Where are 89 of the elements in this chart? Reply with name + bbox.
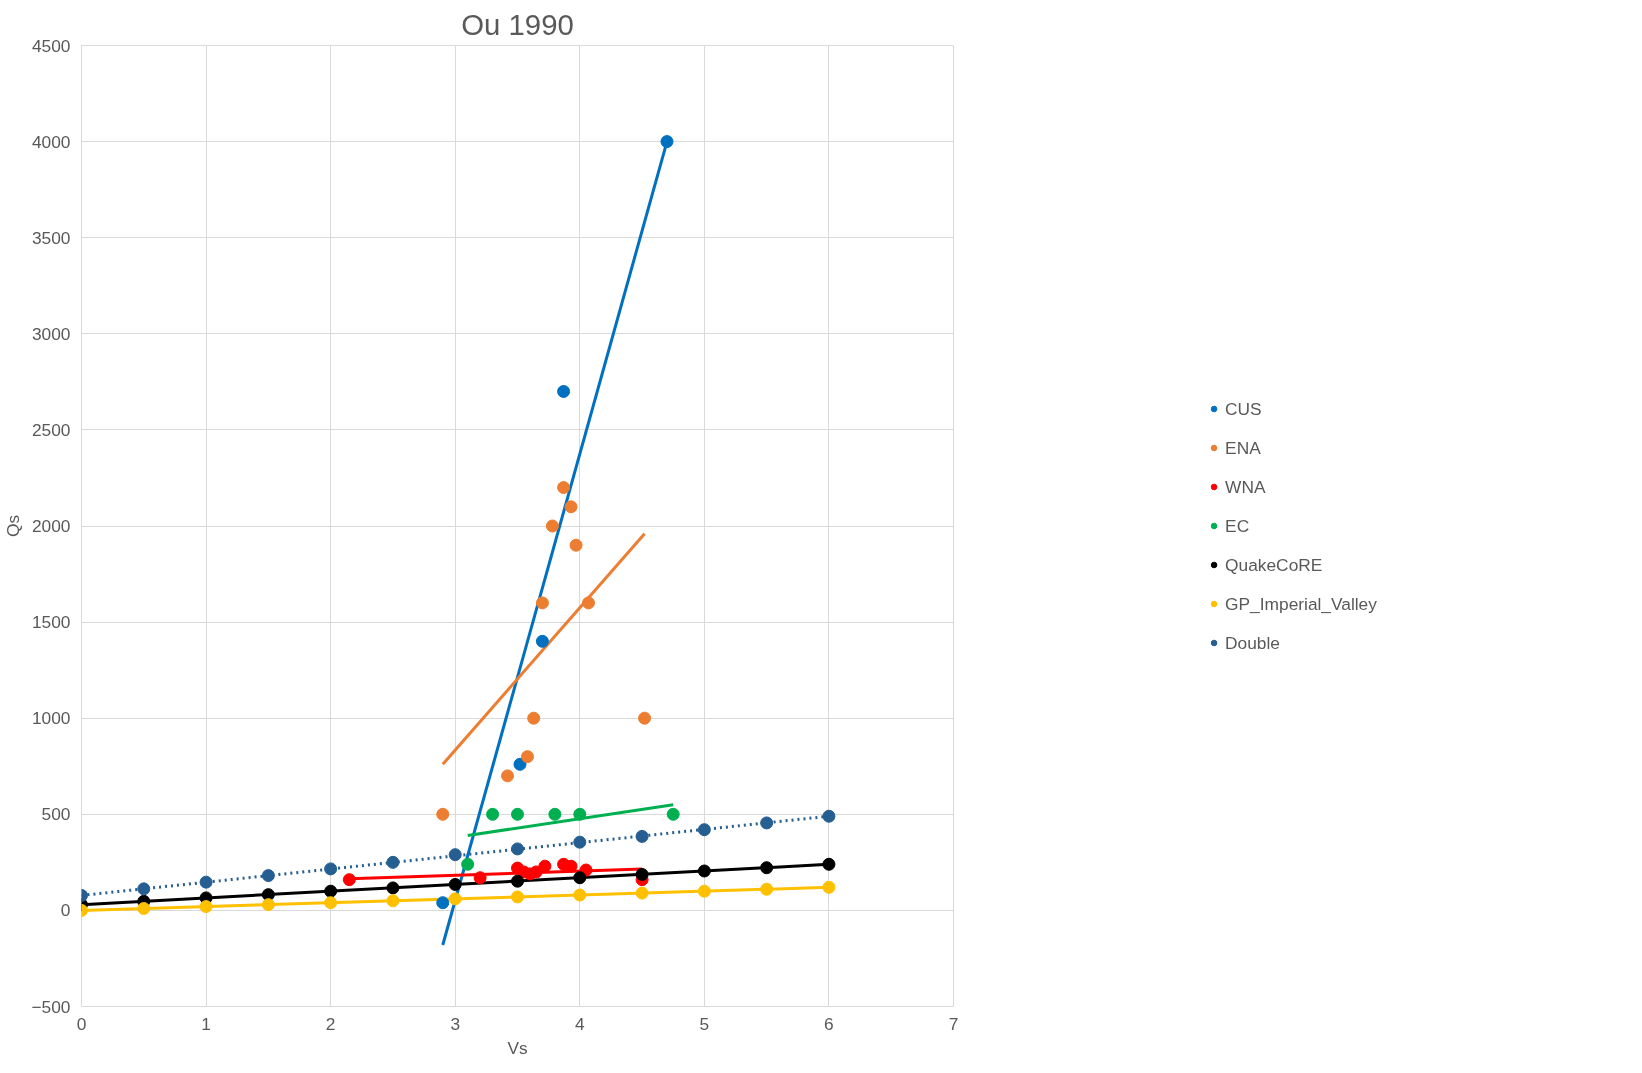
legend-label: QuakeCoRE [1225,554,1323,575]
point [573,871,587,885]
point [697,823,711,837]
point [520,750,534,764]
y-tick-label: 1500 [31,612,71,633]
y-axis-title: Qs [3,514,24,538]
point [535,596,549,610]
point [513,757,527,771]
point [564,859,578,873]
point [573,807,587,821]
point [545,519,559,533]
point [564,500,578,514]
x-tick-label: 6 [824,1013,834,1034]
point [436,807,450,821]
point [760,816,774,830]
point [511,890,524,904]
y-tick-label: 1000 [31,708,71,729]
y-tick-label: 4000 [31,131,71,152]
y-tick-label: 3500 [31,227,71,248]
y-tick-label: −500 [31,996,71,1017]
point [486,807,500,821]
point [697,884,711,898]
point [573,888,587,902]
point [538,859,552,873]
point [573,835,587,849]
point [261,869,275,883]
point [535,634,549,648]
point [697,864,711,878]
point [511,874,524,888]
chart-title: Ou 1990 [461,7,574,41]
legend-label: CUS [1225,398,1262,419]
y-tick-label: 2500 [31,419,71,440]
point [760,861,774,875]
point [822,880,836,894]
point [261,898,275,912]
point [448,892,462,906]
point [461,857,475,871]
point [386,881,400,895]
legend-label: EC [1225,515,1250,536]
point [635,867,649,881]
x-axis-title: Vs [507,1037,528,1058]
y-tick-label: 3000 [31,323,71,344]
point [660,135,674,149]
point [199,875,213,889]
point [557,481,571,495]
point [638,711,652,725]
y-tick-label: 4500 [31,35,71,56]
point [582,596,596,610]
legend-label: Double [1225,632,1280,653]
point [529,865,543,879]
legend-label: GP_Imperial_Valley [1225,593,1377,614]
point [137,882,151,896]
x-tick-label: 7 [948,1013,959,1034]
y-tick-label: 500 [41,804,71,825]
point [342,873,356,887]
point [511,807,524,821]
point [199,900,213,914]
point [501,769,515,783]
point [324,862,338,876]
point [324,884,338,898]
legend-label: WNA [1225,476,1266,497]
x-tick-label: 4 [574,1013,585,1034]
legend-label: ENA [1225,437,1261,458]
point [511,842,524,856]
point [822,809,836,823]
point [635,829,649,843]
point [822,857,836,871]
point [324,896,338,910]
point [557,384,571,398]
point [448,877,462,891]
point [635,886,649,900]
point [569,538,583,552]
point [137,901,151,915]
point [548,807,562,821]
x-tick-label: 2 [325,1013,336,1034]
x-tick-label: 3 [450,1013,461,1034]
point [760,882,774,896]
point [386,855,400,869]
point [473,871,487,885]
point [666,807,680,821]
x-tick-label: 5 [699,1013,710,1034]
x-tick-label: 0 [76,1013,87,1034]
point [386,894,400,908]
x-tick-label: 1 [201,1013,211,1034]
point [436,896,450,910]
point [527,711,541,725]
y-tick-label: 2000 [31,516,71,536]
point [448,848,462,862]
y-tick-label: 0 [60,900,71,921]
